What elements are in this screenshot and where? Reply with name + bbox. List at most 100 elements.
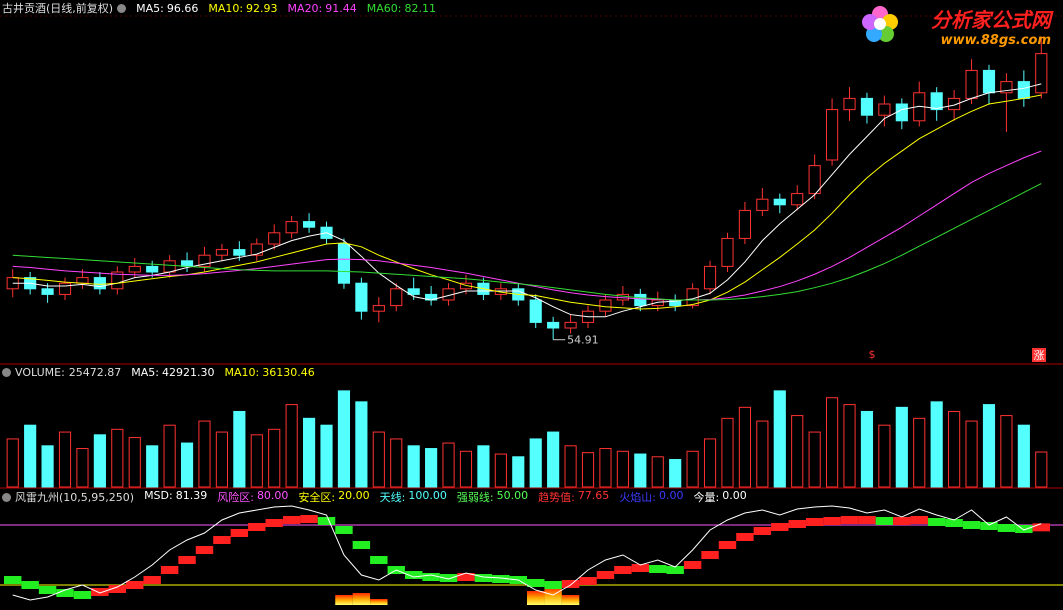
legend-icon [2,492,11,502]
candle-body [948,97,961,111]
candle-body [529,299,542,323]
legend-name: MA5: [131,366,160,379]
volume-bar [965,420,978,488]
legend-value: 0.00 [659,489,684,502]
trend-block [997,524,1016,532]
legend-name: MA60: [366,1,402,15]
trend-block [893,517,911,525]
trend-block [858,516,876,524]
candle-body [860,97,874,116]
legend-name: MA10: [224,366,260,379]
legend-value: 96.66 [166,1,199,15]
candle-body [180,260,194,267]
legend-value: 81.39 [175,489,208,502]
trend-block [701,551,719,559]
trend-block [771,523,789,531]
candle-body [599,299,612,312]
legend-entry: MA5: 42921.30 [131,366,214,379]
volume-bar [686,450,699,488]
volume-bar [808,431,821,488]
trend-block [492,575,510,583]
legend-entry: MA20: 91.44 [288,2,357,15]
candle-body [76,277,89,284]
legend-name: MA5: [136,1,164,15]
candle-body [58,282,72,295]
volume-bar [895,406,908,488]
volume-bar [163,424,176,488]
volume-bar [180,442,194,488]
candle-body [773,198,786,206]
trend-block [282,516,301,524]
trend-block [927,518,946,526]
price-legend: 古井贡酒(日线,前复权) MA5: 96.66 MA10: 92.93 MA20: 91.… [2,0,436,16]
legend-value: 91.44 [325,1,357,15]
volume-bar [250,434,263,488]
candle-body [930,92,943,111]
candle-body [285,221,298,234]
candle-body [564,321,577,329]
flame-bar [335,595,353,605]
legend-entry: MA60: 82.11 [367,2,436,15]
candle-body [128,265,141,273]
candle-body [111,271,124,290]
trend-block [649,565,667,573]
signal-marker: 涨 [1034,349,1045,362]
legend-entry: 强弱线: 50.00 [457,489,528,505]
volume-bar [372,431,385,488]
candle-body [93,277,106,290]
candle-body [337,243,351,284]
legend-entry: MA5: 96.66 [136,2,198,15]
volume-bar [512,456,525,488]
trend-block [56,589,74,597]
volume-bar [320,424,333,488]
volume-bar [390,438,403,488]
volume-bar [843,404,856,488]
volume-bar [24,424,37,488]
trend-block [823,517,841,525]
candle-body [982,69,996,94]
trend-block [1032,523,1050,532]
trend-block [736,533,754,541]
trend-block [474,574,493,582]
candle-body [1000,81,1013,94]
candle-body [1035,53,1048,94]
ma-line [12,83,1042,318]
volume-bar [459,450,473,488]
legend-value: 77.65 [577,489,610,502]
ma-line [12,150,1042,301]
legend-value: 25472.87 [68,366,122,379]
panel-title: 风雷九州(10,5,95,250) [15,491,135,504]
candle-body [268,232,281,245]
volume-bar [721,417,734,488]
candle-body [215,249,228,256]
trend-block [666,566,684,574]
candle-body [355,282,368,312]
volume-bar [599,448,612,488]
volume-bar [703,438,717,488]
legend-icon [117,3,127,13]
flame-bar [527,591,545,605]
legend-value: 20.00 [338,489,370,502]
volume-bar [651,456,664,488]
legend-name: MSD: [144,489,173,502]
volume-bar [41,445,54,488]
legend-entry: MA10: 36130.46 [225,366,315,379]
candle-body [738,209,751,239]
trend-block [945,519,963,527]
candle-body [163,260,176,273]
trend-block [805,518,824,526]
candle-body [826,109,839,161]
candle-body [651,299,664,307]
flame-bar [370,599,388,605]
candle-body [233,249,246,256]
flame-bar [561,595,580,605]
trend-block [91,588,109,596]
candle-body [250,243,263,256]
legend-entry: 风险区: 80.00 [217,489,288,505]
legend-name: MA10: [208,1,244,15]
volume-bar [303,417,316,488]
legend-name: 火焰山: [619,491,657,504]
volume-bar [425,448,438,488]
